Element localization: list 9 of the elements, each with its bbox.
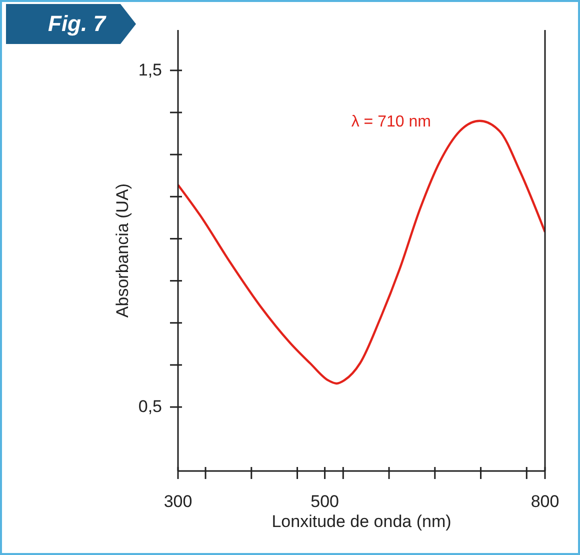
x-tick-label: 500 [310,492,339,511]
x-tick-label: 300 [164,492,192,511]
y-tick-label: 0,5 [138,397,162,416]
x-axis-title: Lonxitude de onda (nm) [272,512,452,531]
annotation: λ = 710 nm [351,114,431,131]
x-tick-label: 800 [530,492,560,511]
y-axis-title: Absorbancia (UA) [113,183,132,318]
y-tick-label: 1,5 [138,60,162,80]
chart-title: Fig. 7 [6,4,136,44]
